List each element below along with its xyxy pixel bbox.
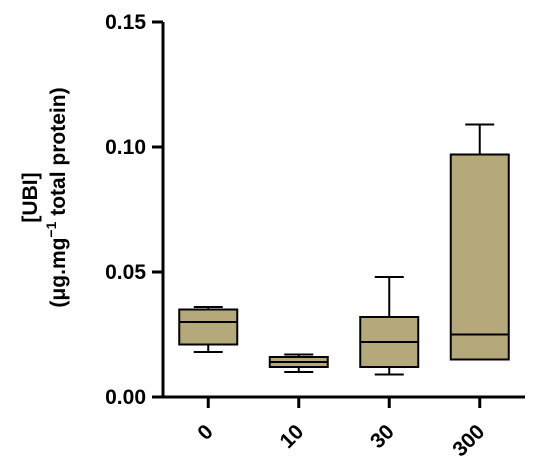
x-tick-label: 0 xyxy=(193,420,218,445)
boxes xyxy=(178,123,510,376)
box-0 xyxy=(178,306,239,353)
box-30 xyxy=(359,276,420,376)
x-tick-label: 300 xyxy=(448,420,489,461)
y-axis-label: [UBI](μg.mg−1 total protein) xyxy=(19,87,70,307)
y-axis-label-line2: (μg.mg−1 total protein) xyxy=(43,87,70,307)
y-tick-label: 0.10 xyxy=(105,136,146,159)
y-axis-label-unit-prefix: (μg.mg xyxy=(47,238,70,308)
y-axis-label-unit-suffix: total protein) xyxy=(47,87,70,221)
box-300 xyxy=(449,123,510,361)
x-axis: 0 10 30 300 xyxy=(161,395,525,461)
y-tick-label: 0.00 xyxy=(105,386,146,409)
y-tick-label: 0.15 xyxy=(105,11,146,34)
iqr-box xyxy=(178,308,239,346)
y-tick-label: 0.05 xyxy=(105,261,146,284)
iqr-box xyxy=(449,153,510,361)
y-axis-label-exponent: −1 xyxy=(43,221,59,237)
x-tick-label: 10 xyxy=(276,420,309,453)
x-tick-label: 30 xyxy=(366,420,399,453)
y-axis-label-line1: [UBI] xyxy=(19,172,42,222)
y-axis: 0.00 0.05 0.10 0.15 xyxy=(105,11,165,409)
box-10 xyxy=(268,353,329,373)
